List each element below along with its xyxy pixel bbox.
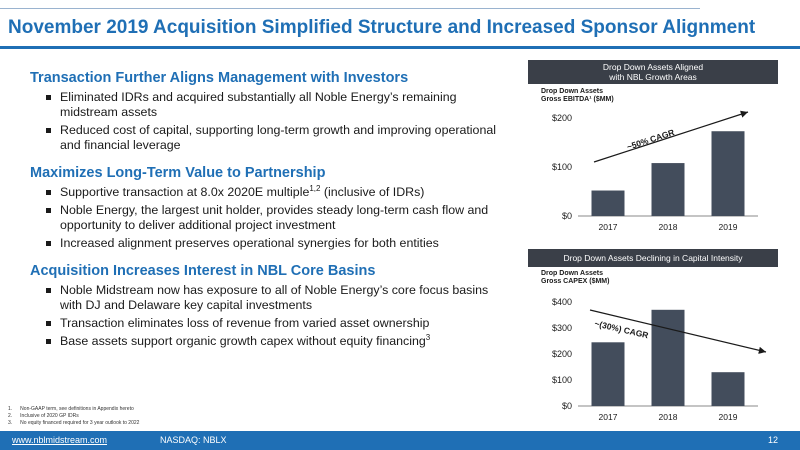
- chart-header-line: Drop Down Assets Declining in Capital In…: [563, 253, 743, 263]
- chart-panel-capex: Drop Down Assets Declining in Capital In…: [528, 249, 778, 267]
- page-title: November 2019 Acquisition Simplified Str…: [8, 17, 756, 38]
- y-tick-label: $100: [552, 162, 572, 172]
- website-link[interactable]: www.nblmidstream.com: [12, 435, 108, 445]
- x-tick-label: 2018: [659, 222, 678, 232]
- bullet-list: Supportive transaction at 8.0x 2020E mul…: [30, 183, 510, 251]
- chart-ylabel-capex: Drop Down Assets Gross CAPEX ($MM): [541, 270, 609, 286]
- bar: [711, 372, 745, 406]
- footnote-ref: 1,2: [309, 183, 321, 193]
- footnote-num: 2.: [8, 413, 13, 419]
- chart-ebitda: $0 $100 $200 2017 2018 2019 ~50% CAGR: [552, 110, 758, 232]
- bar: [591, 342, 625, 406]
- y-tick-label: $400: [552, 297, 572, 307]
- bullet-item: Noble Midstream now has exposure to all …: [30, 283, 510, 313]
- ylabel-line: Gross EBITDA¹ ($MM): [541, 96, 614, 103]
- ylabel-line: Drop Down Assets: [541, 88, 603, 95]
- x-tick-label: 2017: [599, 222, 618, 232]
- y-tick-label: $0: [562, 211, 572, 221]
- bullet-text: Supportive transaction at 8.0x 2020E mul…: [60, 185, 310, 199]
- footnote-ref: 3: [425, 332, 431, 342]
- chart-ylabel-ebitda: Drop Down Assets Gross EBITDA¹ ($MM): [541, 88, 614, 104]
- section-heading: Acquisition Increases Interest in NBL Co…: [30, 263, 376, 279]
- bullet-text-tail: (inclusive of IDRs): [320, 185, 425, 199]
- chart-header: Drop Down Assets Declining in Capital In…: [528, 249, 778, 267]
- footnote-num: 1.: [8, 406, 13, 412]
- y-tick-label: $100: [552, 375, 572, 385]
- bullet-list: Eliminated IDRs and acquired substantial…: [30, 90, 510, 153]
- bullet-item: Reduced cost of capital, supporting long…: [30, 123, 510, 153]
- bullet-item: Eliminated IDRs and acquired substantial…: [30, 90, 510, 120]
- trend-arrow: [593, 110, 749, 163]
- footnotes: 1. Non-GAAP term, see definitions in Appe…: [8, 406, 139, 427]
- x-tick-label: 2019: [719, 222, 738, 232]
- y-tick-label: $300: [552, 323, 572, 333]
- chart-header: Drop Down Assets Aligned with NBL Growth…: [528, 60, 778, 84]
- y-tick-label: $0: [562, 401, 572, 411]
- content-column: Transaction Further Aligns Management wi…: [30, 70, 510, 361]
- bullet-item: Transaction eliminates loss of revenue f…: [30, 316, 510, 331]
- footnote: 2. Inclusive of 2020 GP IDRs: [8, 413, 139, 420]
- chart-panel-ebitda: Drop Down Assets Aligned with NBL Growth…: [528, 60, 778, 84]
- section-heading: Maximizes Long-Term Value to Partnership: [30, 165, 326, 181]
- bullet-item: Base assets support organic growth capex…: [30, 332, 510, 349]
- page-number: 12: [767, 435, 778, 445]
- section-heading: Transaction Further Aligns Management wi…: [30, 70, 409, 86]
- bar: [651, 163, 685, 216]
- x-tick-label: 2017: [599, 412, 618, 422]
- section-management-alignment: Transaction Further Aligns Management wi…: [30, 70, 510, 153]
- footer-bar: www.nblmidstream.com NASDAQ: NBLX 12: [0, 431, 800, 450]
- ylabel-line: Drop Down Assets: [541, 270, 603, 277]
- chart-header-line: with NBL Growth Areas: [609, 72, 697, 82]
- bullet-text: Base assets support organic growth capex…: [60, 334, 426, 348]
- footnote: 1. Non-GAAP term, see definitions in Appe…: [8, 406, 139, 413]
- y-tick-label: $200: [552, 113, 572, 123]
- chart-capex: $0 $100 $200 $300 $400 2017 2018 2019 ~(30%) CAG…: [552, 297, 767, 422]
- bullet-list: Noble Midstream now has exposure to all …: [30, 283, 510, 349]
- ylabel-line: Gross CAPEX ($MM): [541, 278, 610, 285]
- cagr-annotation: ~(30%) CAGR: [594, 318, 650, 340]
- chart-header-line: Drop Down Assets Aligned: [602, 62, 704, 72]
- bullet-item: Supportive transaction at 8.0x 2020E mul…: [30, 183, 510, 200]
- y-tick-label: $200: [552, 349, 572, 359]
- bar: [591, 190, 625, 216]
- cagr-annotation: ~50% CAGR: [626, 127, 676, 152]
- footnote: 3. No equity financed required for 3 year…: [8, 420, 139, 427]
- title-underline: [0, 46, 800, 49]
- bar: [711, 131, 745, 216]
- x-tick-label: 2018: [659, 412, 678, 422]
- section-core-basins: Acquisition Increases Interest in NBL Co…: [30, 263, 510, 349]
- ticker-label: NASDAQ: NBLX: [160, 435, 227, 445]
- section-long-term-value: Maximizes Long-Term Value to Partnership…: [30, 165, 510, 251]
- bar: [651, 309, 685, 406]
- top-divider: [0, 8, 700, 9]
- x-tick-label: 2019: [719, 412, 738, 422]
- footnote-num: 3.: [8, 420, 13, 426]
- footnote-text: Inclusive of 2020 GP IDRs: [20, 413, 79, 419]
- footnote-text: No equity financed required for 3 year o…: [20, 420, 140, 426]
- footnote-text: Non-GAAP term, see definitions in Append…: [20, 406, 134, 412]
- bullet-item: Increased alignment preserves operationa…: [30, 236, 510, 251]
- bullet-item: Noble Energy, the largest unit holder, p…: [30, 203, 510, 233]
- trend-arrow: [589, 309, 767, 354]
